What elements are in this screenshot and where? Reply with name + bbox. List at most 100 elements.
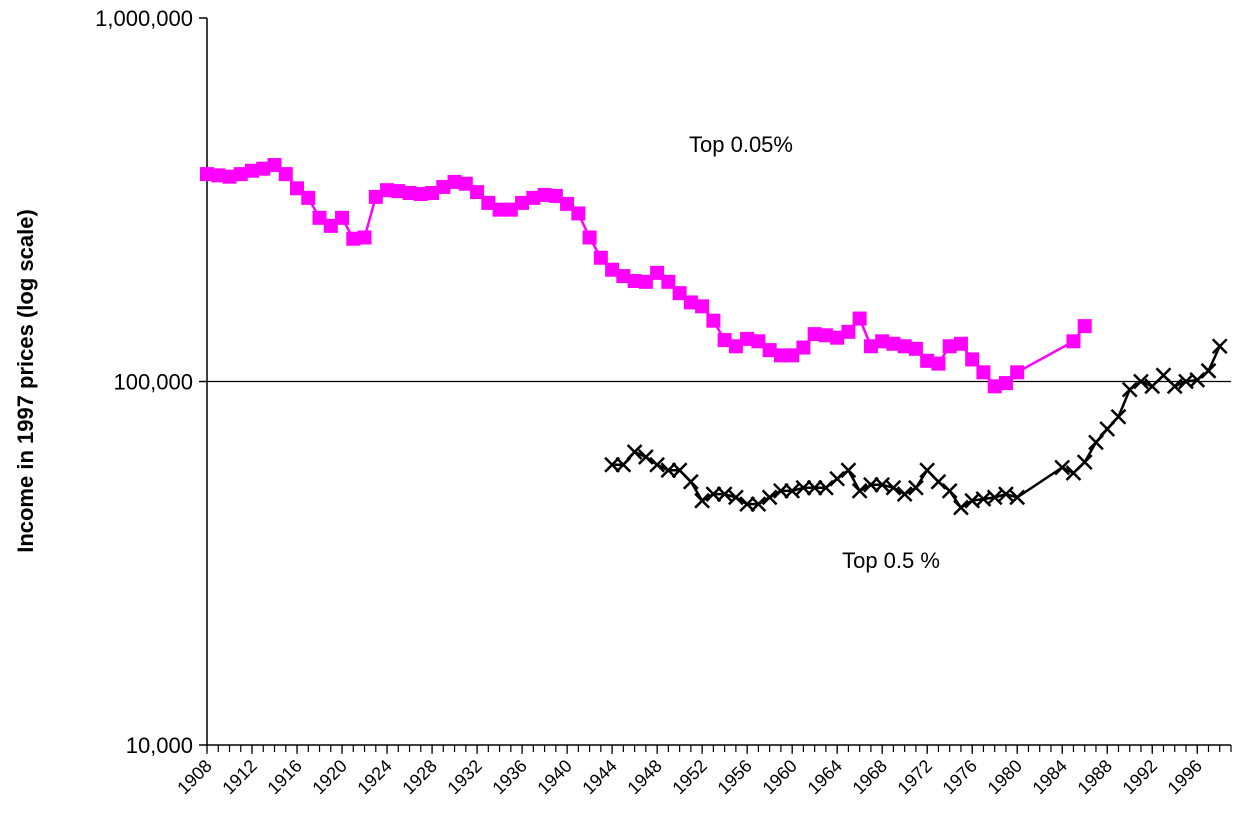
x-tick-label: 1944 (578, 756, 620, 798)
marker (830, 330, 845, 345)
annotation: Top 0.5 % (842, 548, 940, 573)
marker (1133, 373, 1149, 390)
marker (976, 365, 991, 380)
marker (953, 336, 968, 351)
marker (694, 492, 711, 509)
x-tick-label: 1960 (759, 756, 801, 798)
marker (1166, 378, 1183, 395)
marker (795, 479, 812, 496)
marker (953, 499, 969, 516)
y-tick-label: 10,000 (126, 733, 193, 758)
marker (492, 202, 507, 217)
marker (896, 486, 913, 502)
marker (875, 334, 890, 349)
marker (773, 483, 789, 499)
marker (717, 333, 732, 348)
x-tick-label: 1940 (533, 756, 575, 798)
marker (660, 462, 677, 479)
marker (987, 379, 1002, 394)
marker (908, 341, 923, 356)
x-tick-label: 1924 (353, 756, 395, 798)
marker (413, 186, 428, 201)
marker (863, 339, 878, 354)
marker (1076, 454, 1093, 471)
marker (1077, 319, 1092, 334)
marker (986, 489, 1003, 506)
x-tick-label: 1916 (263, 756, 305, 798)
marker (897, 339, 912, 354)
marker (1054, 459, 1071, 476)
marker (323, 218, 338, 233)
x-tick-label: 1952 (668, 756, 710, 798)
marker (290, 181, 305, 196)
marker (682, 473, 699, 490)
marker (368, 189, 383, 204)
marker (222, 169, 237, 184)
marker (998, 486, 1014, 502)
marker (256, 161, 271, 176)
marker (436, 179, 451, 194)
marker (762, 343, 777, 358)
marker (841, 324, 856, 339)
marker (245, 163, 260, 178)
y-axis-label: Income in 1997 prices (log scale) (13, 209, 38, 553)
marker (1110, 408, 1127, 425)
marker (863, 476, 879, 493)
marker (402, 186, 417, 201)
marker (683, 295, 698, 310)
marker (1189, 372, 1206, 388)
x-tick-label: 1908 (173, 756, 215, 798)
marker (357, 230, 372, 245)
marker (447, 174, 462, 189)
marker (851, 483, 868, 499)
marker (695, 299, 710, 314)
marker (706, 313, 721, 328)
marker (784, 483, 801, 499)
x-tick-label: 1920 (308, 756, 350, 798)
marker (796, 340, 811, 355)
marker (312, 210, 327, 225)
marker (1010, 365, 1025, 380)
x-tick-label: 1992 (1119, 756, 1161, 798)
x-tick-label: 1948 (623, 756, 665, 798)
marker (548, 188, 563, 203)
marker (560, 196, 575, 211)
marker (593, 250, 608, 265)
marker (458, 176, 473, 191)
marker (616, 269, 631, 284)
marker (1121, 381, 1138, 398)
marker (267, 158, 282, 173)
marker (1200, 362, 1217, 379)
marker (874, 476, 891, 493)
marker (998, 376, 1013, 391)
marker (200, 167, 214, 182)
marker (615, 456, 632, 473)
marker (931, 356, 946, 371)
series-line (612, 345, 1221, 510)
marker (233, 167, 248, 182)
marker (604, 456, 620, 473)
marker (1066, 334, 1081, 349)
x-tick-label: 1996 (1164, 756, 1206, 798)
marker (503, 202, 518, 217)
marker (537, 187, 552, 202)
y-tick-label: 1,000,000 (95, 6, 193, 31)
marker (773, 348, 788, 363)
marker (829, 470, 846, 487)
marker (852, 311, 867, 326)
marker (739, 496, 756, 512)
marker (1088, 434, 1104, 451)
x-tick-label: 1928 (398, 756, 440, 798)
marker (526, 190, 541, 205)
marker (785, 348, 800, 363)
marker (941, 483, 958, 499)
x-tick-label: 1956 (714, 756, 756, 798)
marker (705, 486, 722, 502)
marker (818, 328, 833, 343)
marker (481, 195, 496, 210)
marker (661, 274, 676, 289)
marker (750, 496, 767, 512)
marker (649, 456, 665, 473)
marker (1099, 421, 1116, 437)
